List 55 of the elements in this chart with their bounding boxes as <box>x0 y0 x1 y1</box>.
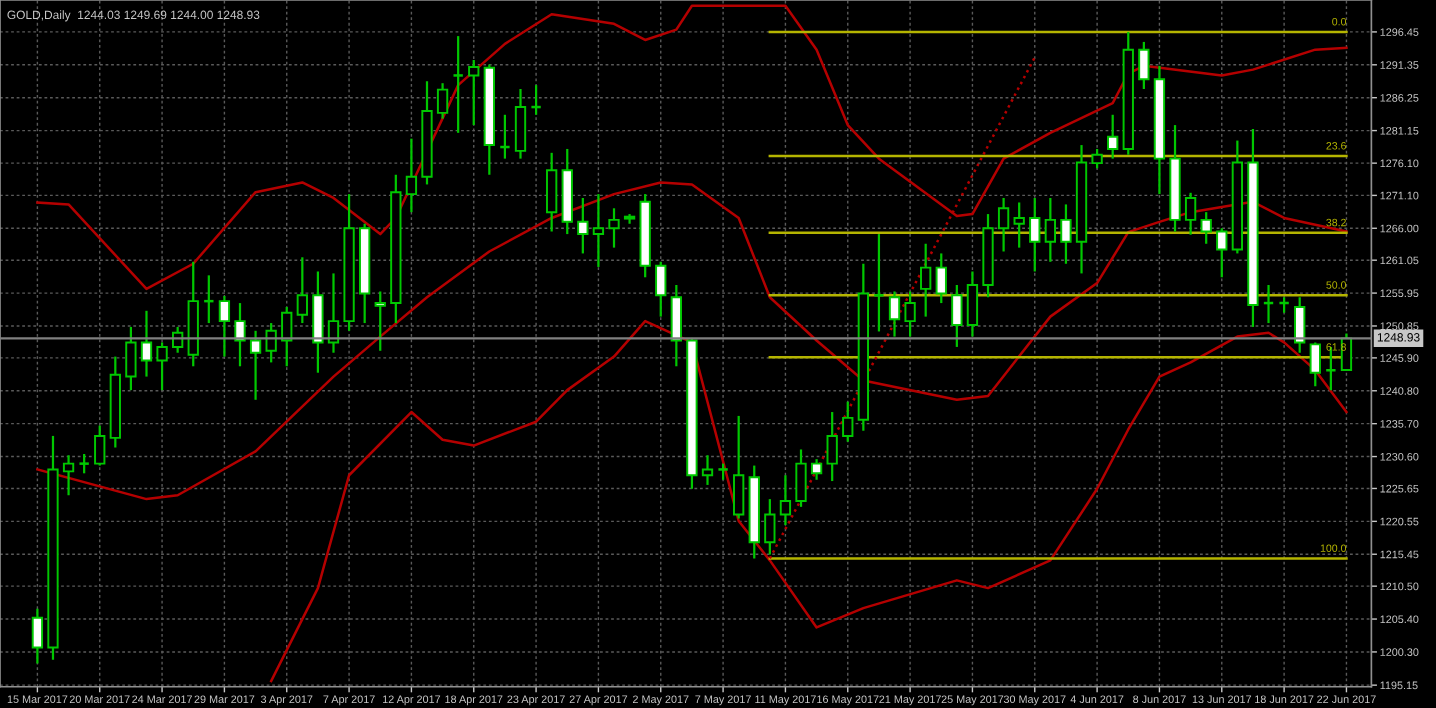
candlestick <box>468 58 480 127</box>
candlestick <box>546 151 558 233</box>
candlestick <box>764 498 776 556</box>
candlestick <box>873 232 885 333</box>
candlestick <box>904 290 916 338</box>
candlestick <box>514 87 527 160</box>
candlestick <box>966 270 979 338</box>
candlestick <box>810 458 823 481</box>
candlestick <box>842 400 854 443</box>
candlestick <box>265 321 277 364</box>
candlestick <box>1060 203 1072 265</box>
candlestick <box>920 242 932 318</box>
candlestick <box>125 325 137 392</box>
candlestick <box>655 260 667 318</box>
candlestick <box>577 196 589 255</box>
candlestick <box>608 207 620 249</box>
candlestick <box>94 424 106 467</box>
candlestick <box>1107 113 1119 160</box>
candlestick <box>140 309 153 378</box>
candlestick <box>374 290 386 352</box>
line-series <box>36 181 1348 501</box>
candlestick <box>1138 40 1150 91</box>
candlestick <box>31 607 44 665</box>
candlestick <box>249 329 262 401</box>
candlestick <box>997 196 1010 253</box>
candlestick <box>779 474 792 527</box>
candlestick <box>1013 201 1025 249</box>
candlestick <box>1309 341 1321 388</box>
candlestick <box>1184 191 1197 236</box>
candlestick <box>218 294 231 358</box>
candlestick <box>888 290 901 338</box>
candlestick <box>670 283 682 368</box>
candlestick <box>1091 147 1103 170</box>
candlestick <box>1200 211 1212 245</box>
candlestick <box>795 448 807 508</box>
candlestick <box>281 305 293 368</box>
candlestick <box>405 137 418 214</box>
candlestick <box>62 454 75 497</box>
candlestick <box>592 192 605 269</box>
candlestick <box>935 252 947 305</box>
candlestick <box>234 301 246 368</box>
candlestick <box>156 341 168 392</box>
candlestick <box>1216 227 1228 279</box>
candlestick <box>951 283 963 349</box>
candlestick <box>826 410 838 483</box>
candlestick <box>312 270 324 374</box>
candlestick <box>1044 196 1056 263</box>
candlestick <box>1294 296 1306 354</box>
candlestick <box>701 454 714 487</box>
candlestick <box>296 256 308 325</box>
candlestick <box>1029 196 1041 273</box>
candlestick <box>436 82 449 120</box>
candlestick <box>733 414 745 520</box>
candlestick <box>78 452 91 475</box>
candlestick <box>452 35 465 134</box>
